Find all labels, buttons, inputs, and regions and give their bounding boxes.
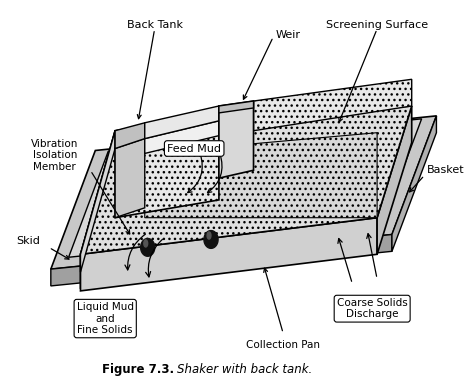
Polygon shape (392, 116, 437, 251)
Text: Weir: Weir (275, 30, 301, 40)
Polygon shape (115, 123, 145, 149)
Text: Shaker with back tank.: Shaker with back tank. (177, 363, 313, 377)
Polygon shape (377, 106, 412, 254)
Polygon shape (81, 106, 412, 254)
Polygon shape (81, 131, 115, 289)
Polygon shape (204, 231, 218, 248)
Polygon shape (144, 240, 148, 247)
Polygon shape (141, 238, 155, 256)
Polygon shape (145, 133, 377, 218)
Polygon shape (81, 131, 115, 272)
Polygon shape (81, 218, 377, 291)
Polygon shape (51, 116, 437, 269)
Polygon shape (69, 119, 421, 257)
Text: Coarse Solids
Discharge: Coarse Solids Discharge (337, 298, 408, 320)
Polygon shape (207, 232, 211, 239)
Polygon shape (219, 101, 254, 113)
Text: Basket: Basket (427, 165, 464, 175)
Polygon shape (115, 113, 219, 149)
Polygon shape (219, 101, 254, 178)
Text: Back Tank: Back Tank (127, 20, 182, 30)
Polygon shape (254, 79, 412, 131)
Text: Collection Pan: Collection Pan (246, 340, 320, 350)
Text: Screening Surface: Screening Surface (326, 20, 428, 30)
Polygon shape (115, 139, 145, 218)
Text: Feed Mud: Feed Mud (167, 144, 221, 154)
Text: Figure 7.3.: Figure 7.3. (102, 363, 174, 377)
Polygon shape (115, 131, 219, 218)
Text: Liquid Mud
and
Fine Solids: Liquid Mud and Fine Solids (77, 302, 134, 335)
Polygon shape (51, 234, 392, 286)
Polygon shape (145, 106, 219, 139)
Polygon shape (145, 121, 219, 154)
Text: Skid: Skid (16, 236, 40, 246)
Text: Vibration
Isolation
Member: Vibration Isolation Member (31, 139, 78, 172)
